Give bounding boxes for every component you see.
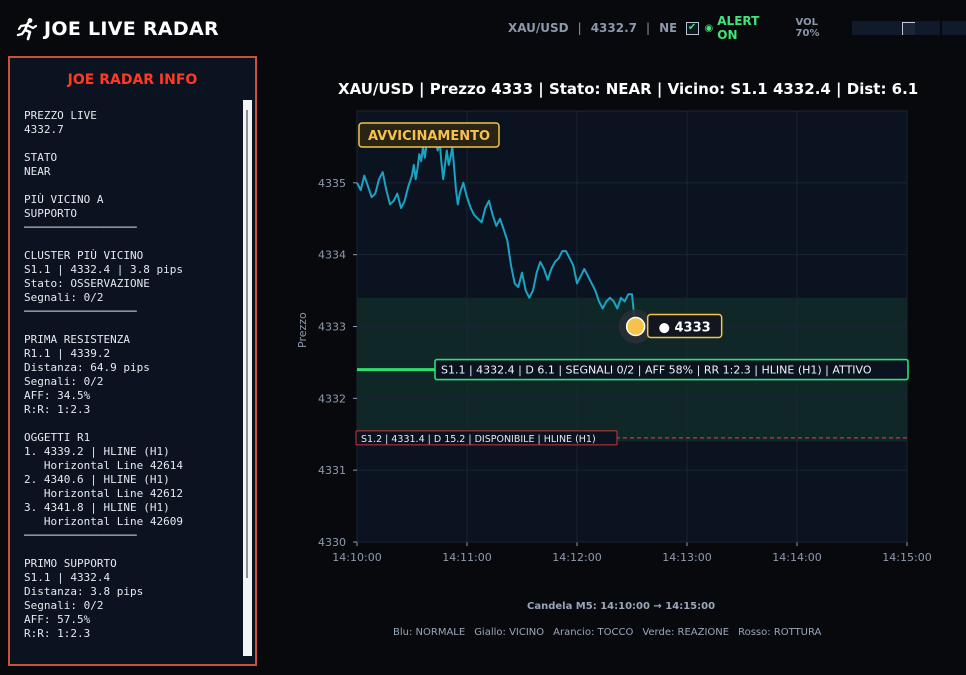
info-panel-text: PREZZO LIVE 4332.7 STATO NEAR PIÙ VICINO… [24, 109, 183, 640]
x-tick-label: 14:11:00 [442, 551, 491, 564]
checkmark-icon: ✔ [687, 22, 697, 33]
alert-label: ALERT ON [717, 14, 760, 42]
volume-label: VOL 70% [795, 17, 820, 39]
bell-icon: ◉ [704, 22, 714, 34]
volume-slider-end [942, 21, 966, 35]
ticker-separator: | [577, 21, 582, 35]
volume-slider-handle[interactable] [902, 22, 916, 35]
legend-entry: Rosso: ROTTURA [738, 627, 822, 638]
y-tick-label: 4330 [318, 536, 346, 549]
legend-entry: Blu: NORMALE [393, 627, 466, 638]
state-legend: Blu: NORMALE Giallo: VICINO Arancio: TOCCO… [393, 627, 821, 638]
radar-info-panel: JOE RADAR INFO PREZZO LIVE 4332.7 STATO … [8, 56, 257, 666]
app-header: JOE LIVE RADAR [16, 17, 219, 41]
x-tick-label: 14:14:00 [772, 551, 821, 564]
runner-icon [16, 18, 38, 41]
ticker-price: 4332.7 [590, 21, 638, 35]
y-tick-label: 4334 [318, 249, 346, 262]
status-badge [358, 122, 500, 148]
info-panel-scrollbar[interactable] [243, 100, 252, 656]
ticker-symbol: XAU/USD [508, 21, 569, 35]
candle-caption: Candela M5: 14:10:00 → 14:15:00 [527, 601, 716, 612]
info-panel-title: JOE RADAR INFO [67, 72, 198, 88]
x-tick-label: 14:12:00 [552, 551, 601, 564]
legend-entry: Giallo: VICINO [474, 627, 545, 638]
ticker-state: NEAR [659, 21, 676, 35]
chart-title: XAU/USD | Prezzo 4333 | Stato: NEAR | Vi… [338, 80, 919, 98]
ticker-strip: XAU/USD | 4332.7 | NEAR [508, 21, 676, 35]
level-label-box [355, 430, 618, 446]
ticker-separator: | [646, 21, 651, 35]
price-marker-badge [646, 313, 723, 339]
status-badge-label: AVVICINAMENTO [368, 129, 490, 144]
legend-entry: Arancio: TOCCO [553, 627, 634, 638]
volume-slider[interactable] [852, 21, 941, 35]
y-tick-label: 4332 [318, 392, 346, 405]
legend-entry: Verde: REAZIONE [642, 627, 730, 638]
y-tick-label: 4335 [318, 177, 346, 190]
price-marker [625, 316, 646, 337]
price-marker-label: ● 4333 [659, 321, 711, 336]
level-label-s1.1: S1.1 | 4332.4 | D 6.1 | SEGNALI 0/2 | AF… [441, 364, 872, 377]
y-tick-label: 4331 [318, 464, 346, 477]
info-panel-scroll-thumb[interactable] [246, 110, 248, 578]
x-tick-label: 14:13:00 [662, 551, 711, 564]
x-tick-label: 14:10:00 [332, 551, 381, 564]
top-toolbar: XAU/USD | 4332.7 | NEAR ✔ ◉ ALERT ON VOL… [508, 14, 966, 42]
level-label-box [434, 358, 909, 381]
y-tick-label: 4333 [318, 321, 346, 334]
alert-checkbox[interactable]: ✔ [685, 21, 699, 35]
level-label-s1.2: S1.2 | 4331.4 | D 15.2 | DISPONIBILE | H… [361, 434, 596, 445]
y-axis-label: Prezzo [296, 312, 309, 348]
price-series-line [356, 124, 637, 327]
x-tick-label: 14:15:00 [882, 551, 931, 564]
app-title: JOE LIVE RADAR [44, 18, 219, 40]
